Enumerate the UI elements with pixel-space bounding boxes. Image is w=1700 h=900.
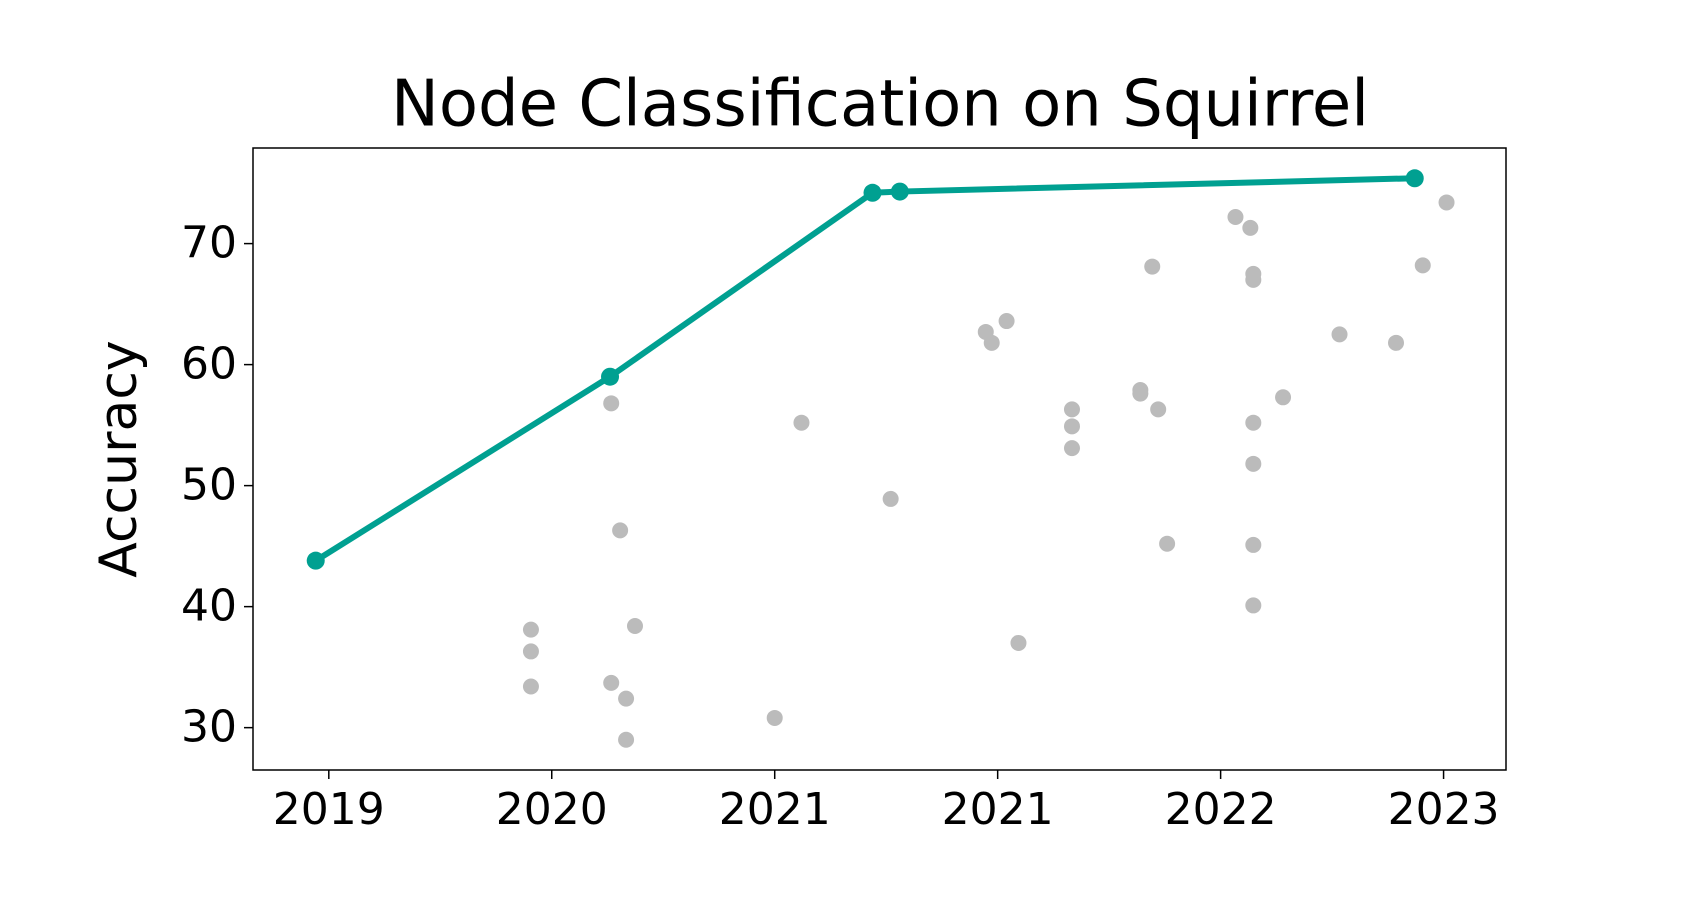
point xyxy=(612,522,629,539)
x-tick-label: 2021 xyxy=(719,784,831,835)
point xyxy=(1150,401,1167,418)
point xyxy=(1132,385,1149,402)
y-tick-label: 50 xyxy=(181,460,237,511)
point xyxy=(1245,414,1262,431)
point xyxy=(1063,401,1080,418)
y-tick-label: 60 xyxy=(181,339,237,390)
y-tick-label: 30 xyxy=(181,702,237,753)
y-axis-label: Accuracy xyxy=(89,340,149,577)
x-tick-label: 2019 xyxy=(273,784,385,835)
x-tick-label: 2022 xyxy=(1165,784,1277,835)
point xyxy=(1405,169,1424,188)
point xyxy=(1242,219,1259,236)
point xyxy=(766,709,783,726)
point xyxy=(983,334,1000,351)
point xyxy=(626,617,643,634)
point xyxy=(522,678,539,695)
point xyxy=(1438,194,1455,211)
point xyxy=(793,414,810,431)
point xyxy=(1159,535,1176,552)
point xyxy=(522,621,539,638)
point xyxy=(1245,455,1262,472)
point xyxy=(1331,326,1348,343)
plot-frame xyxy=(252,147,1507,771)
point xyxy=(890,182,909,201)
x-tick-label: 2020 xyxy=(496,784,608,835)
point xyxy=(1144,258,1161,275)
point xyxy=(1245,271,1262,288)
point xyxy=(603,674,620,691)
point xyxy=(882,490,899,507)
point xyxy=(1010,634,1027,651)
chart-title: Node Classification on Squirrel xyxy=(391,68,1369,142)
point xyxy=(1275,389,1292,406)
point xyxy=(603,395,620,412)
point xyxy=(1245,536,1262,553)
point xyxy=(1245,597,1262,614)
point xyxy=(1388,334,1405,351)
point xyxy=(306,551,325,570)
x-tick-label: 2021 xyxy=(942,784,1054,835)
point xyxy=(863,183,882,202)
x-tick-label: 2023 xyxy=(1388,784,1500,835)
point xyxy=(1063,440,1080,457)
y-tick-label: 70 xyxy=(181,218,237,269)
point xyxy=(998,313,1015,330)
point xyxy=(618,731,635,748)
point xyxy=(1063,418,1080,435)
point xyxy=(1414,257,1431,274)
y-tick-label: 40 xyxy=(181,581,237,632)
point xyxy=(1227,208,1244,225)
point xyxy=(522,643,539,660)
point xyxy=(601,367,620,386)
point xyxy=(618,690,635,707)
